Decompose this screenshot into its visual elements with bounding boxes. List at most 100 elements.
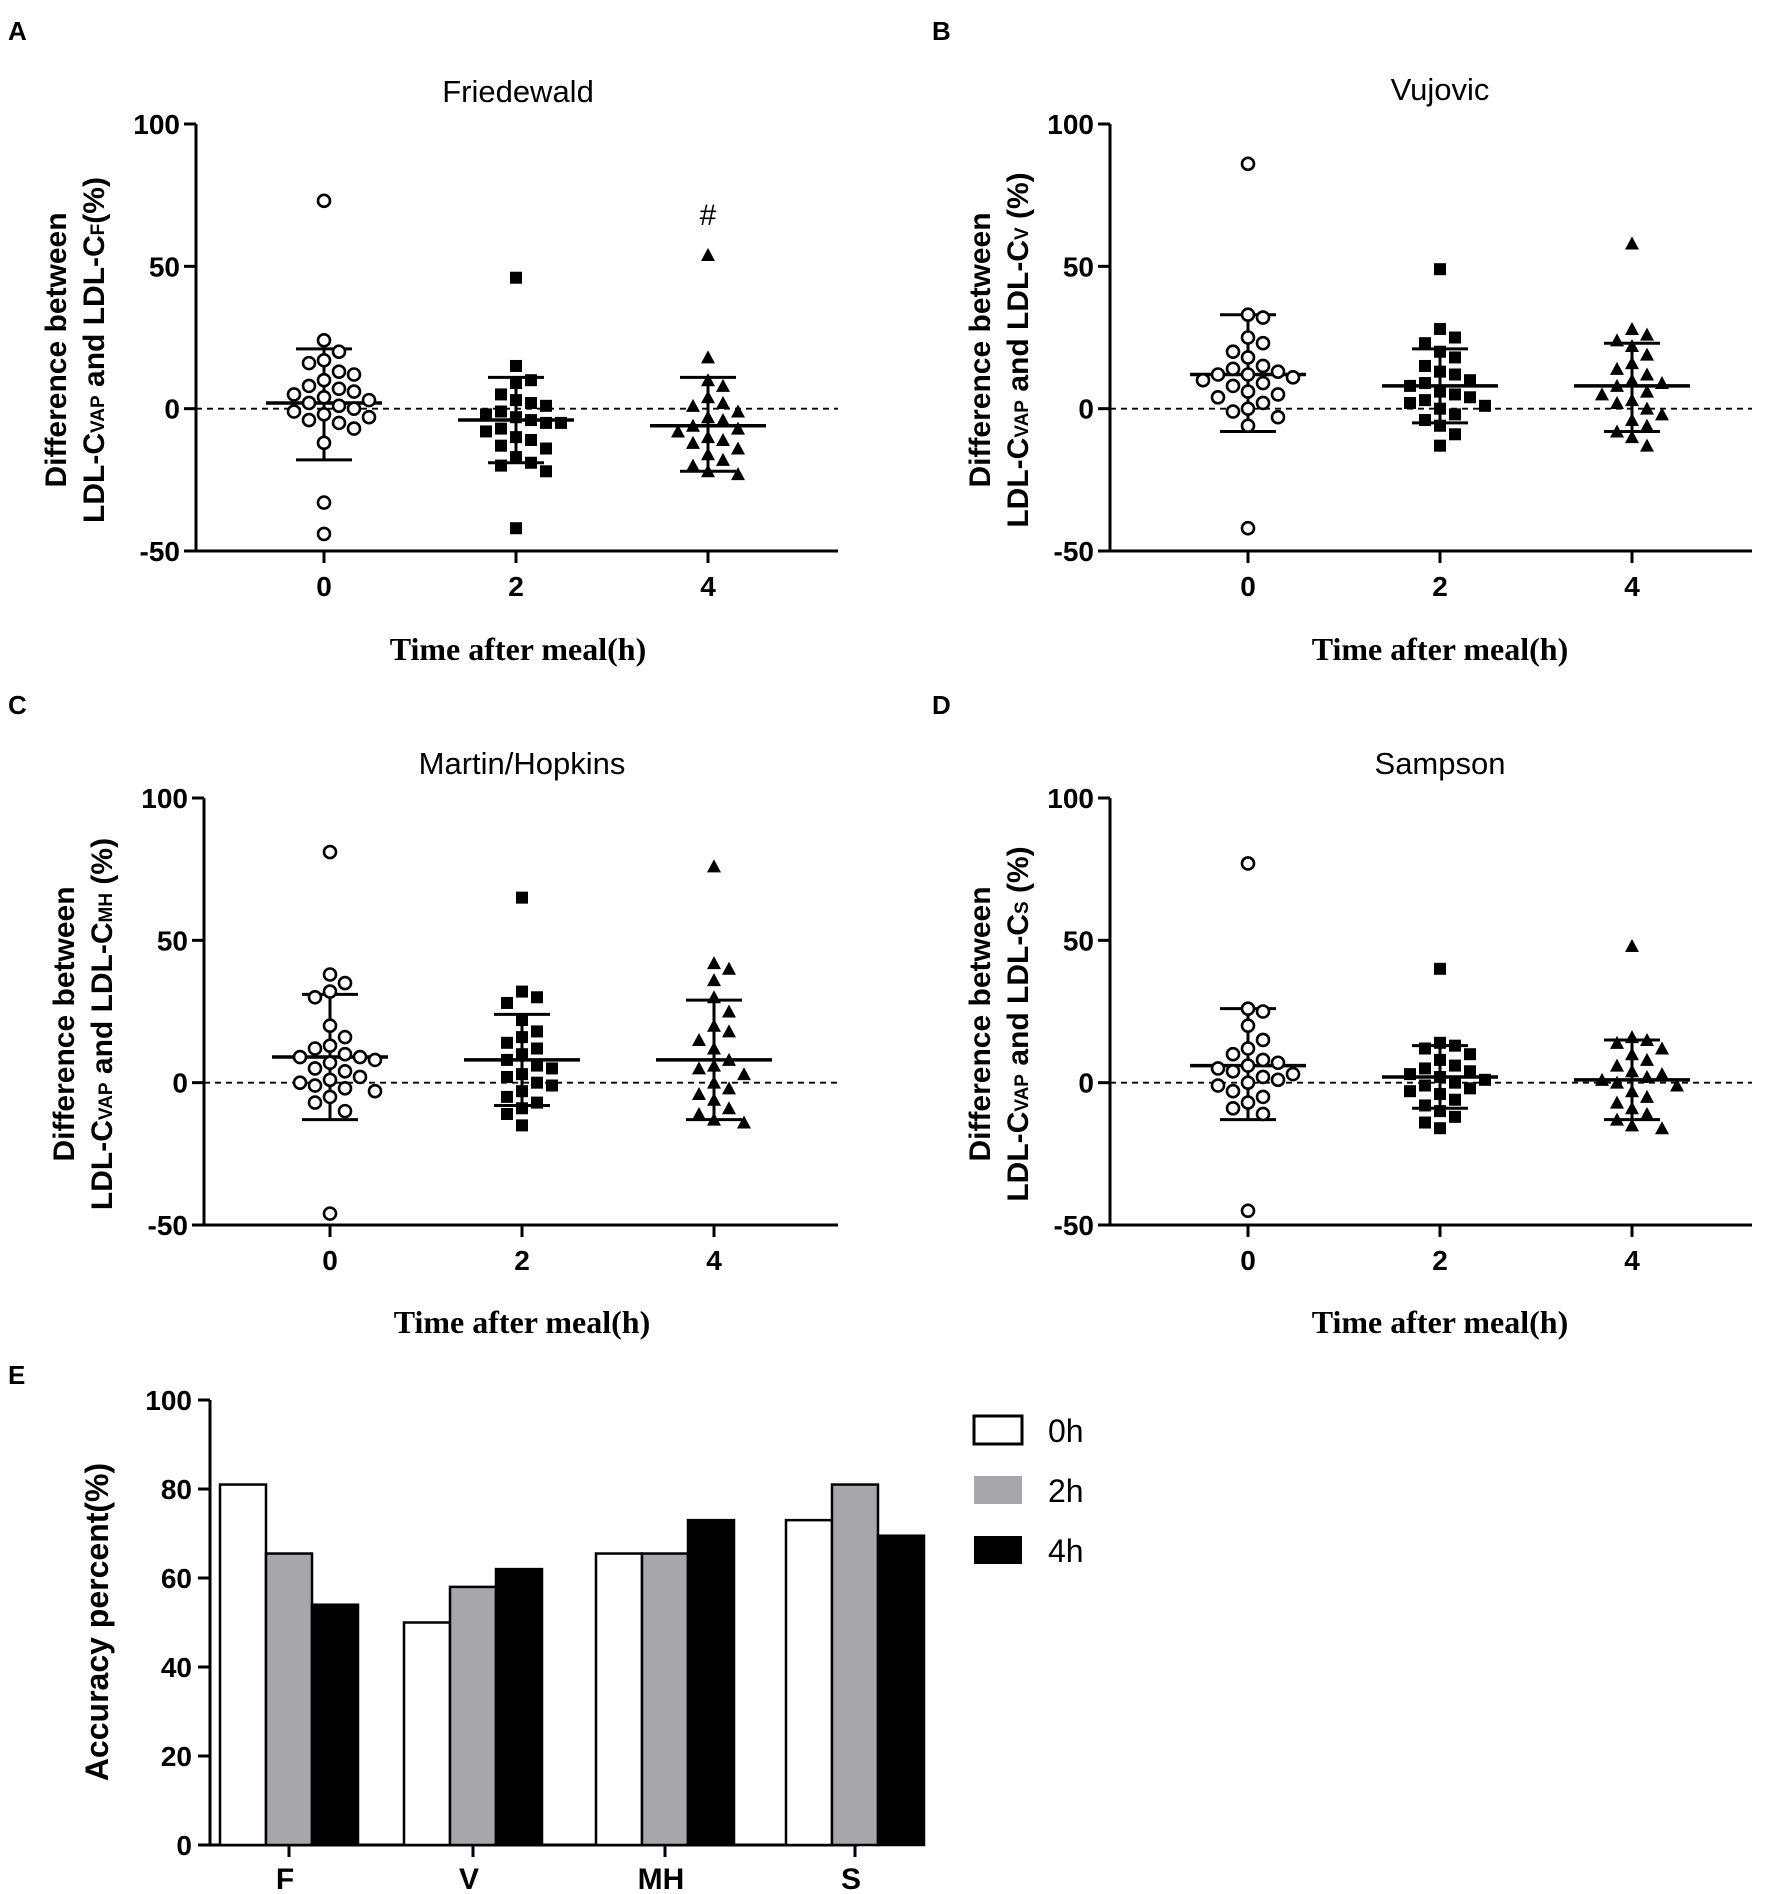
data-point: [337, 1046, 353, 1062]
data-point: [692, 1061, 706, 1075]
chart-title: Friedewald: [442, 74, 594, 109]
data-point: [701, 373, 715, 387]
bar-2h-F: [264, 1552, 314, 1847]
data-point: [1449, 368, 1461, 381]
data-point: [1210, 1061, 1226, 1076]
data-point: [516, 1014, 528, 1027]
data-point: [540, 416, 552, 429]
data-point: [531, 991, 543, 1004]
data-point: [331, 415, 347, 431]
data-point: [1610, 378, 1624, 392]
data-point: [1640, 1106, 1654, 1120]
data-point: [1655, 1121, 1669, 1135]
y-axis-label: Difference between LDL-CVAP and LDL-CF(%): [40, 177, 111, 523]
data-point: [1625, 430, 1639, 444]
data-point: [337, 1081, 353, 1096]
data-point: [701, 247, 715, 261]
data-point: [1434, 1122, 1446, 1135]
data-point: [1419, 394, 1431, 407]
y-label-text: (%): [78, 177, 111, 224]
chart-title: Martin/Hopkins: [419, 746, 626, 781]
series-2h: [1382, 263, 1498, 452]
data-point: [510, 394, 522, 407]
bar-0h-S: [784, 1518, 834, 1847]
y-label-subscript: VAP: [1012, 400, 1033, 438]
data-point: [1419, 1099, 1431, 1112]
bar-0h-MH: [594, 1552, 644, 1847]
bar-2h-MH: [640, 1552, 690, 1847]
data-point: [525, 433, 537, 446]
data-point: [516, 891, 528, 904]
data-point: [722, 1052, 736, 1066]
data-point: [510, 411, 522, 424]
data-point: [1610, 1058, 1624, 1072]
y-label-text: LDL-C: [1002, 1112, 1035, 1202]
data-point: [692, 1106, 706, 1120]
data-point: [1595, 1072, 1609, 1086]
panel-label: D: [932, 690, 951, 720]
data-point: [737, 1115, 751, 1129]
data-point: [1625, 393, 1639, 407]
data-point: [1434, 402, 1446, 415]
data-point: [316, 495, 332, 510]
data-point: [301, 378, 317, 394]
legend-swatch-2h: [974, 1476, 1022, 1504]
y-tick-label: -50: [1054, 536, 1094, 567]
data-point: [1240, 307, 1256, 323]
data-point: [731, 467, 745, 481]
data-point: [1270, 364, 1286, 379]
data-point: [1434, 322, 1446, 335]
data-point: [1225, 344, 1241, 360]
data-point: [516, 1031, 528, 1044]
data-point: [337, 1103, 353, 1119]
y-label-subscript: VAP: [96, 1082, 117, 1120]
data-point: [1449, 1110, 1461, 1123]
data-point: [1419, 1116, 1431, 1129]
x-tick-label: 0: [1240, 571, 1256, 602]
data-point: [722, 1024, 736, 1038]
chart-title: Sampson: [1375, 746, 1506, 781]
data-point: [301, 395, 317, 411]
x-tick-label: 0: [1240, 1245, 1256, 1276]
panel-label: E: [8, 1360, 25, 1390]
data-point: [1640, 1089, 1654, 1103]
data-point: [322, 967, 338, 982]
data-point: [1255, 310, 1271, 325]
data-point: [1255, 335, 1271, 351]
data-point: [1434, 365, 1446, 378]
data-point: [531, 1025, 543, 1038]
data-point: [286, 387, 302, 402]
y-tick-label: 50: [1063, 925, 1094, 956]
data-point: [1464, 1048, 1476, 1061]
series-0h: [266, 193, 382, 542]
data-point: [316, 526, 332, 542]
data-point: [1210, 367, 1226, 382]
y-axis-label-line2: LDL-CVAP and LDL-CV (%): [1002, 172, 1035, 527]
data-point: [516, 1119, 528, 1132]
y-label-text: and LDL-C: [1002, 240, 1035, 400]
series-0h: [1190, 856, 1306, 1219]
data-point: [1610, 395, 1624, 409]
data-point: [1404, 1068, 1416, 1081]
x-tick-label: 4: [1624, 1245, 1640, 1276]
data-point: [501, 1090, 513, 1103]
y-tick-label: 100: [1047, 109, 1094, 140]
data-point: [1240, 1203, 1256, 1219]
data-point: [1255, 395, 1271, 411]
data-point: [1640, 438, 1654, 452]
bar-4h-F: [310, 1603, 360, 1847]
y-tick-label: 20: [161, 1741, 192, 1772]
x-tick-label: 4: [700, 571, 716, 602]
y-axis-label-line1: Difference between: [964, 212, 997, 487]
x-tick-label: 0: [322, 1245, 338, 1276]
data-point: [1610, 333, 1624, 347]
series-0h: [1190, 156, 1306, 536]
data-point: [1419, 414, 1431, 427]
x-tick-label: 0: [316, 571, 332, 602]
data-point: [1255, 1089, 1271, 1105]
y-tick-label: 0: [164, 394, 180, 425]
data-point: [1479, 1073, 1491, 1086]
data-point: [707, 956, 721, 970]
data-point: [531, 1096, 543, 1109]
y-tick-label: 0: [172, 1068, 188, 1099]
